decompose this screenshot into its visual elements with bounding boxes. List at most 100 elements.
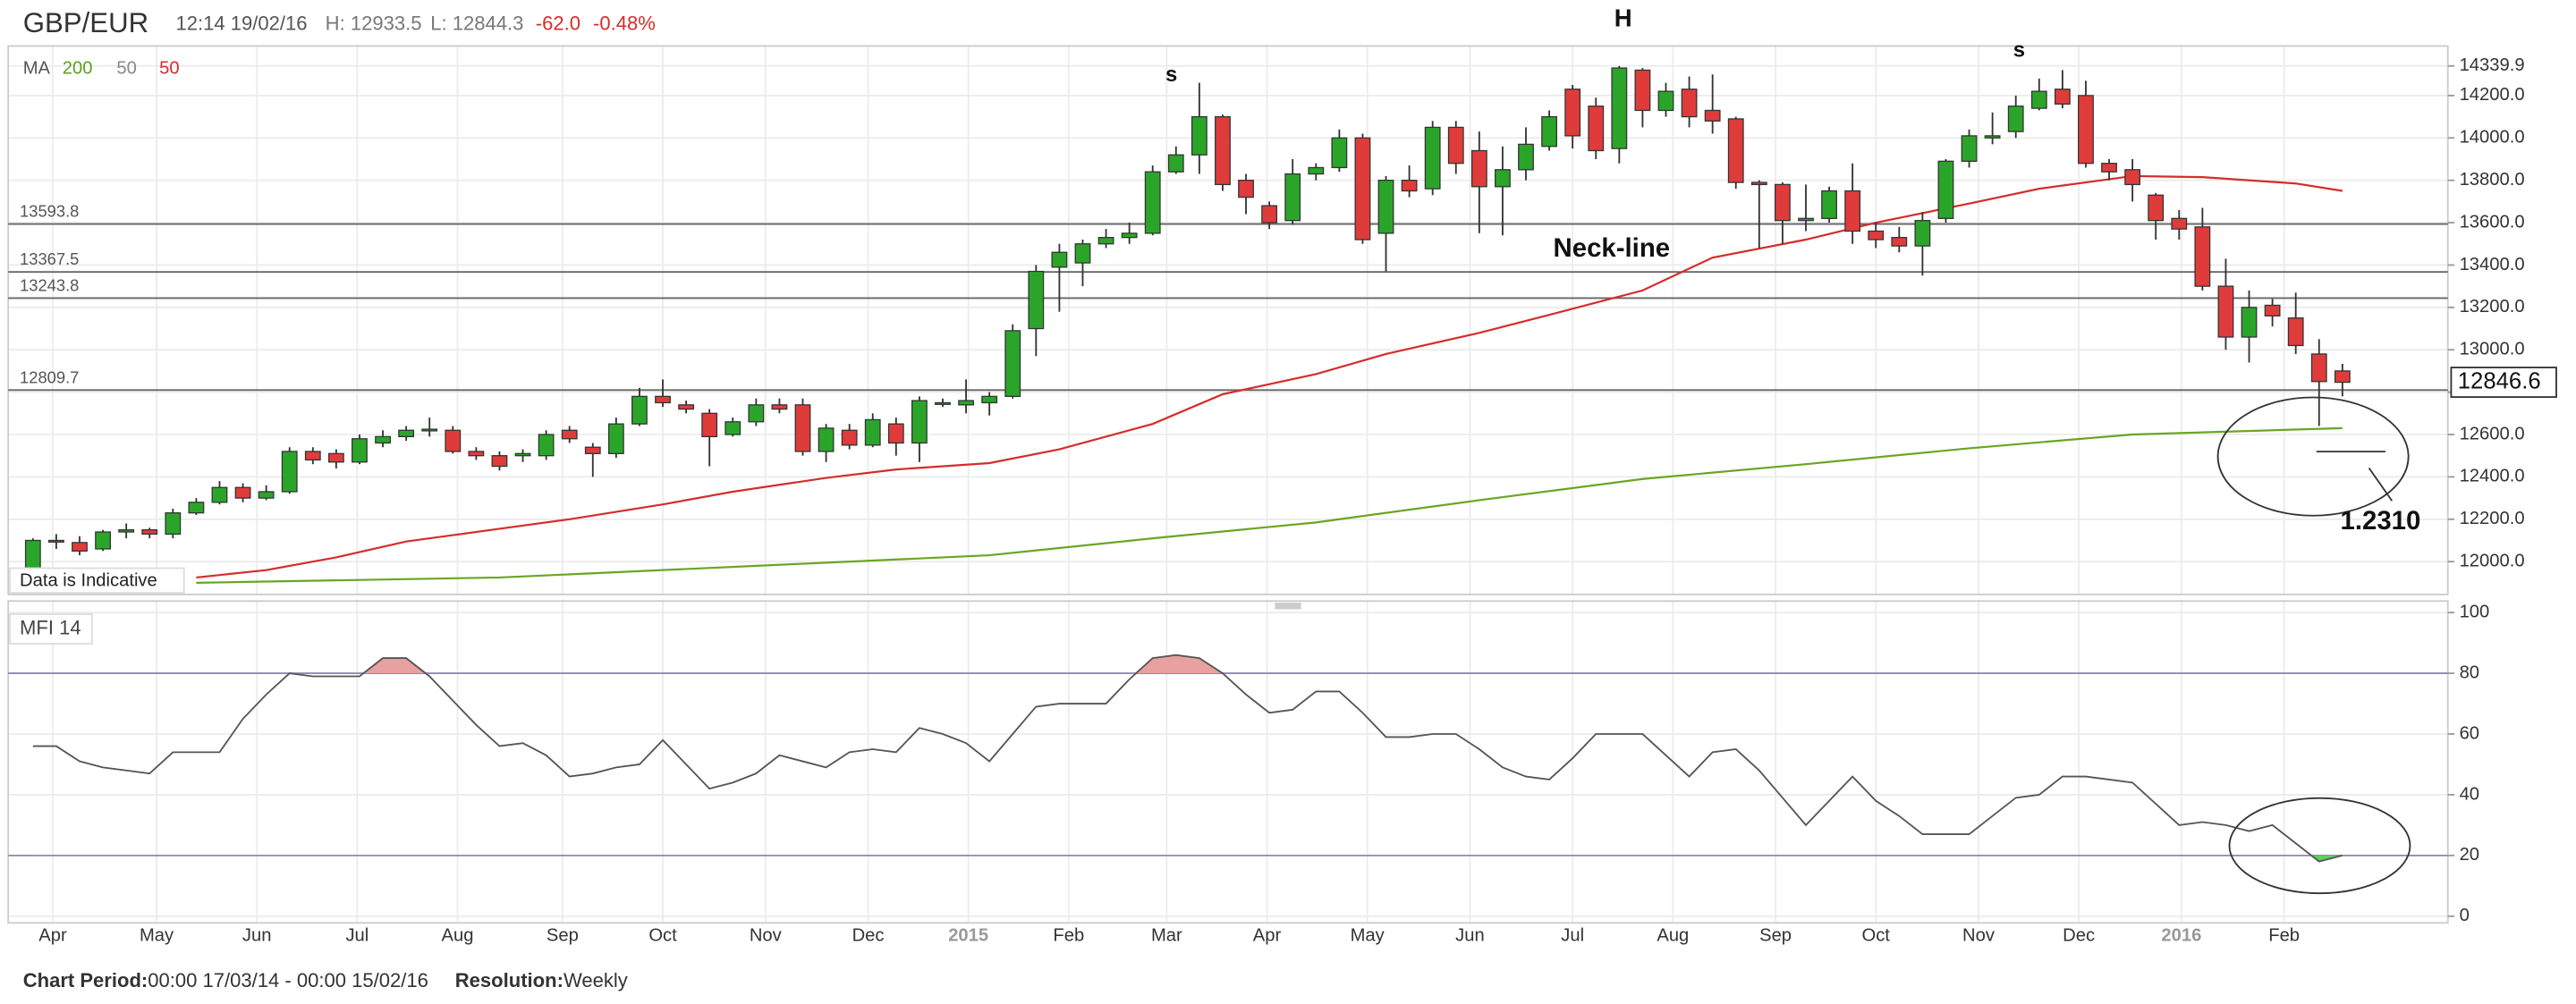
candle-body: [1844, 190, 1861, 232]
x-tick-label: Sep: [1759, 925, 1792, 945]
ma-legend-item: 200: [63, 58, 93, 78]
candle-body: [1004, 330, 1021, 398]
resolution-label: Resolution:: [455, 969, 564, 991]
candle-body: [1354, 137, 1371, 240]
candle-body: [1447, 126, 1464, 165]
level-label: 13367.5: [20, 249, 79, 268]
pane-handle[interactable]: [1275, 603, 1301, 610]
candle-body: [258, 491, 275, 499]
candle-body: [1424, 126, 1441, 190]
candle-body: [1727, 118, 1744, 183]
connector: [2368, 467, 2394, 502]
annotation: s: [2013, 38, 2025, 62]
mfi-line: [32, 654, 2343, 863]
x-tick-label: 2016: [2161, 925, 2201, 945]
y-tick-label: 40: [2460, 784, 2479, 804]
candle-body: [95, 531, 111, 550]
candle-body: [1121, 232, 1138, 239]
candle-body: [1284, 173, 1301, 222]
candle-body: [2148, 194, 2165, 222]
period-label: Chart Period:: [23, 969, 148, 991]
candle-body: [1961, 135, 1978, 162]
candle-body: [1028, 270, 1045, 330]
candle-body: [1611, 67, 1628, 149]
low: L: 12844.3: [430, 12, 523, 34]
candle-body: [2241, 307, 2258, 338]
candle-body: [538, 434, 555, 457]
candle-body: [1144, 171, 1161, 234]
x-tick-label: Jul: [345, 925, 369, 945]
level-label: 13243.8: [20, 275, 79, 294]
candle-body: [421, 428, 438, 432]
pane-title: MFI 14: [20, 616, 81, 638]
candle-body: [1891, 237, 1908, 247]
x-tick-label: Nov: [1962, 925, 1996, 945]
annotation: Neck-line: [1554, 233, 1671, 263]
candle-body: [398, 429, 415, 438]
x-tick-label: Aug: [1657, 925, 1689, 945]
candle-body: [1097, 237, 1114, 245]
candle-body: [1215, 115, 1231, 186]
candle-body: [2310, 353, 2327, 383]
x-tick-label: Apr: [38, 925, 67, 945]
candle-body: [678, 404, 695, 410]
annotation: H: [1614, 4, 1632, 31]
candle-body: [2101, 163, 2117, 173]
candle-body: [981, 395, 998, 404]
candle-body: [2124, 169, 2141, 186]
candle-body: [1914, 220, 1931, 247]
plot: 13593.8 13367.5 13243.8 12809.7: [8, 65, 2448, 863]
title-box: [9, 613, 93, 645]
x-tick-label: Feb: [2268, 925, 2300, 945]
candle-body: [1518, 143, 1534, 171]
high: H: 12933.5: [326, 12, 422, 34]
candle-body: [1774, 183, 1791, 222]
candle-body: [491, 455, 508, 468]
y-tick-label: 80: [2460, 662, 2479, 682]
x-tick-label: Jun: [1455, 925, 1485, 945]
x-tick-label: Apr: [1253, 925, 1282, 945]
circle-annotation: [2216, 396, 2410, 517]
candle-body: [2264, 304, 2281, 316]
x-tick-label: Sep: [547, 925, 579, 945]
candle-body: [1798, 217, 1814, 222]
time: 12:14 19/02/16: [176, 12, 308, 34]
candle-body: [1401, 180, 1418, 192]
candle-body: [794, 404, 811, 452]
candle-body: [1564, 89, 1581, 137]
candle-body: [211, 486, 228, 503]
candle-body: [1470, 149, 1487, 188]
x-tick-label: Jul: [1561, 925, 1584, 945]
candle-body: [1750, 181, 1767, 186]
candle-body: [887, 423, 904, 444]
candle-body: [48, 539, 64, 543]
candle-body: [1051, 251, 1068, 268]
ma-legend-item: 50: [116, 58, 136, 78]
level-label: 12809.7: [20, 367, 79, 386]
candle-body: [1261, 205, 1278, 224]
moving-average: [196, 174, 2343, 579]
x-tick-label: Nov: [750, 925, 783, 945]
candle-body: [1074, 243, 1091, 264]
candle-body: [2030, 90, 2047, 109]
y-tick-label: 14339.9: [2460, 55, 2525, 75]
last-price-box: [2450, 367, 2557, 399]
period: 00:00 17/03/14 - 00:00 15/02/16: [148, 969, 428, 991]
candle-body: [1377, 180, 1394, 234]
y-tick-label: 12600.0: [2460, 424, 2525, 443]
candle-body: [1331, 137, 1348, 169]
x-tick-label: 2015: [948, 925, 988, 945]
candle-body: [771, 404, 788, 410]
change: -62.0: [536, 12, 580, 34]
candle-body: [375, 435, 391, 444]
candle-body: [1308, 166, 1325, 175]
candle-body: [818, 427, 835, 452]
main-pane: [7, 45, 2449, 595]
candle-body: [864, 418, 881, 446]
pair: GBP/EUR: [23, 7, 149, 38]
resolution: Weekly: [564, 969, 628, 991]
candle-body: [1588, 105, 1605, 152]
candle-body: [911, 400, 928, 444]
candle-body: [281, 451, 298, 493]
candle-body: [327, 452, 344, 463]
